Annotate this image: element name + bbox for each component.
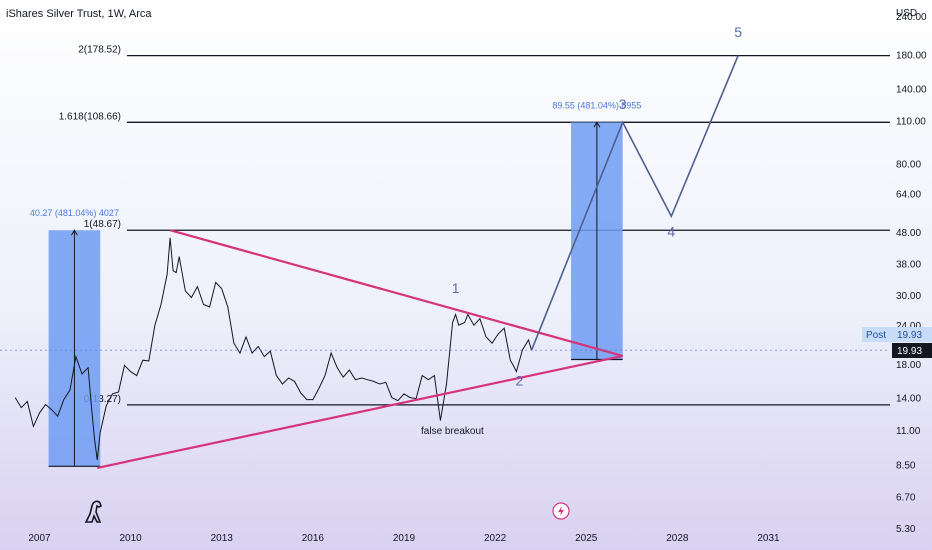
y-tick-label: 18.00 (896, 360, 921, 371)
trendline-lower[interactable] (96, 354, 623, 469)
lightning-icon[interactable] (552, 502, 570, 520)
post-tag-label: Post (866, 330, 886, 341)
post-tag-bg (862, 327, 892, 342)
y-tick-label: 24.00 (896, 321, 921, 332)
post-price-bg (892, 327, 932, 342)
y-tick-label: 80.00 (896, 159, 921, 170)
fib-label: 2(178.52) (78, 45, 121, 56)
trendlines[interactable] (96, 229, 623, 469)
wave-projection-line[interactable] (530, 55, 739, 351)
fib-label: 1(48.67) (84, 219, 121, 230)
x-tick-label: 2031 (757, 533, 780, 544)
post-price-value: 19.93 (897, 330, 922, 341)
measure-arrowhead (593, 121, 601, 128)
fib-levels: 2(178.52) 1.618(108.66) 1(48.67) 0(13.27) (59, 45, 890, 406)
wave-label: 1 (452, 280, 460, 296)
price-series-line (14, 237, 533, 461)
axes[interactable]: USD 240.00180.00140.00110.0080.0064.0048… (0, 8, 927, 544)
measure-label: 40.27 (481.04%) 4027 (30, 208, 119, 218)
measure-label: 89.55 (481.04%) 8955 (552, 100, 641, 110)
currency-label: USD (896, 8, 917, 19)
y-tick-label: 140.00 (896, 84, 927, 95)
fib-label: 0(13.27) (84, 394, 121, 405)
icons (84, 500, 570, 523)
tradingview-dinosaur-icon[interactable] (84, 500, 102, 523)
y-tick-label: 240.00 (896, 12, 927, 23)
y-tick-label: 48.00 (896, 228, 921, 239)
y-tick-label: 180.00 (896, 50, 927, 61)
x-tick-label: 2028 (666, 533, 689, 544)
last-price-bg (892, 343, 932, 358)
y-tick-label: 5.30 (896, 524, 916, 535)
x-tick-label: 2016 (302, 533, 325, 544)
chart-title: iShares Silver Trust, 1W, Arca (6, 8, 152, 20)
x-tick-label: 2022 (484, 533, 507, 544)
measure-boxes[interactable]: 40.27 (481.04%) 4027 89.55 (481.04%) 8955 (30, 100, 642, 467)
wave-label: 3 (619, 96, 627, 112)
y-tick-label: 110.00 (896, 117, 926, 128)
x-tick-label: 2007 (28, 533, 51, 544)
last-price-value: 19.93 (897, 346, 922, 357)
y-tick-label: 6.70 (896, 493, 916, 504)
y-tick-label: 64.00 (896, 189, 921, 200)
y-tick-label: 38.00 (896, 259, 921, 270)
y-tick-label: 14.00 (896, 394, 921, 405)
wave-label: 4 (667, 223, 675, 239)
trendline-upper[interactable] (169, 229, 623, 357)
y-tick-label: 11.00 (896, 426, 921, 437)
x-tick-label: 2010 (119, 533, 142, 544)
projection-layer[interactable] (530, 55, 739, 351)
x-tick-label: 2025 (575, 533, 598, 544)
y-tick-label: 8.50 (896, 461, 916, 472)
wave-label: 5 (734, 24, 742, 40)
x-tick-label: 2013 (211, 533, 234, 544)
wave-labels: 1 2 3 4 5 false breakout (421, 24, 742, 437)
x-tick-label: 2019 (393, 533, 416, 544)
price-tags: Post 19.93 19.93 (862, 327, 932, 358)
price-series-layer (14, 237, 533, 461)
y-tick-label: 30.00 (896, 291, 921, 302)
measure-arrowhead (70, 229, 78, 236)
fib-label: 1.618(108.66) (59, 111, 121, 122)
wave-label: 2 (516, 373, 524, 389)
false-breakout-annotation: false breakout (421, 426, 484, 437)
